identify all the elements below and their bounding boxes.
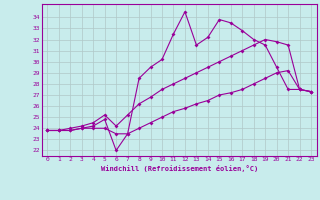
X-axis label: Windchill (Refroidissement éolien,°C): Windchill (Refroidissement éolien,°C) [100,165,258,172]
